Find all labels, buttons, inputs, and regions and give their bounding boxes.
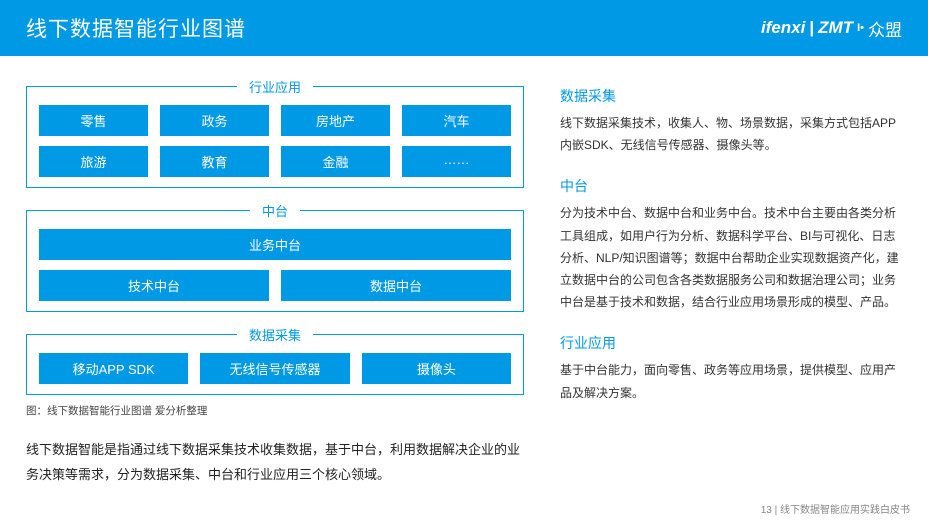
section-label: 数据采集	[237, 325, 313, 344]
chip-travel: 旅游	[39, 146, 148, 177]
section-industry-text: 行业应用 基于中台能力，面向零售、政务等应用场景，提供模型、应用产品及解决方案。	[560, 333, 902, 403]
logo-zmt: ZMT	[818, 18, 853, 38]
chip-tech-platform: 技术中台	[39, 270, 269, 301]
section-label: 行业应用	[237, 77, 313, 96]
section-middle-text: 中台 分为技术中台、数据中台和业务中台。技术中台主要由各类分析工具组成，如用户行…	[560, 176, 902, 313]
content-area: 行业应用 零售 政务 房地产 汽车 旅游 教育 金融 …… 中台 业务中台 技术…	[0, 56, 928, 487]
chip-edu: 教育	[160, 146, 269, 177]
chip-row: 零售 政务 房地产 汽车	[39, 105, 511, 136]
heading: 行业应用	[560, 333, 902, 353]
body-text: 分为技术中台、数据中台和业务中台。技术中台主要由各类分析工具组成，如用户行为分析…	[560, 202, 902, 313]
chip-retail: 零售	[39, 105, 148, 136]
logo-zhongmeng-sup: I•	[857, 22, 864, 34]
heading: 中台	[560, 176, 902, 196]
chip-biz-platform: 业务中台	[39, 229, 511, 260]
page-number: 13	[761, 505, 772, 516]
section-data-collection: 数据采集 移动APP SDK 无线信号传感器 摄像头	[26, 334, 524, 395]
chip-row: 移动APP SDK 无线信号传感器 摄像头	[39, 353, 511, 384]
chip-data-platform: 数据中台	[281, 270, 511, 301]
chip-row: 旅游 教育 金融 ……	[39, 146, 511, 177]
section-middle-platform: 中台 业务中台 技术中台 数据中台	[26, 210, 524, 312]
left-summary: 线下数据智能是指通过线下数据采集技术收集数据，基于中台，利用数据解决企业的业务决…	[26, 438, 524, 487]
chip-auto: 汽车	[402, 105, 511, 136]
chip-row: 技术中台 数据中台	[39, 270, 511, 301]
chip-sensor: 无线信号传感器	[200, 353, 349, 384]
divider-icon: |	[809, 18, 814, 38]
diagram-caption: 图：线下数据智能行业图谱 爱分析整理	[26, 403, 524, 418]
section-label: 中台	[250, 201, 300, 220]
chip-realestate: 房地产	[281, 105, 390, 136]
chip-camera: 摄像头	[362, 353, 511, 384]
page-title: 线下数据智能行业图谱	[26, 13, 246, 43]
page-footer: 13 | 线下数据智能应用实践白皮书	[761, 501, 910, 516]
chip-gov: 政务	[160, 105, 269, 136]
left-column: 行业应用 零售 政务 房地产 汽车 旅游 教育 金融 …… 中台 业务中台 技术…	[26, 86, 524, 487]
chip-row: 业务中台	[39, 229, 511, 260]
chip-app-sdk: 移动APP SDK	[39, 353, 188, 384]
chip-finance: 金融	[281, 146, 390, 177]
logo-ifenxi: ifenxi	[761, 18, 805, 38]
body-text: 线下数据采集技术，收集人、物、场景数据，采集方式包括APP内嵌SDK、无线信号传…	[560, 112, 902, 156]
section-industry-app: 行业应用 零售 政务 房地产 汽车 旅游 教育 金融 ……	[26, 86, 524, 188]
chip-more: ……	[402, 146, 511, 177]
section-data-collection-text: 数据采集 线下数据采集技术，收集人、物、场景数据，采集方式包括APP内嵌SDK、…	[560, 86, 902, 156]
right-column: 数据采集 线下数据采集技术，收集人、物、场景数据，采集方式包括APP内嵌SDK、…	[560, 86, 902, 487]
heading: 数据采集	[560, 86, 902, 106]
doc-title: 线下数据智能应用实践白皮书	[780, 505, 910, 516]
header-logos: ifenxi | ZMT I• 众盟	[761, 16, 902, 41]
body-text: 基于中台能力，面向零售、政务等应用场景，提供模型、应用产品及解决方案。	[560, 359, 902, 403]
header-bar: 线下数据智能行业图谱 ifenxi | ZMT I• 众盟	[0, 0, 928, 56]
logo-zhongmeng: 众盟	[868, 16, 902, 41]
